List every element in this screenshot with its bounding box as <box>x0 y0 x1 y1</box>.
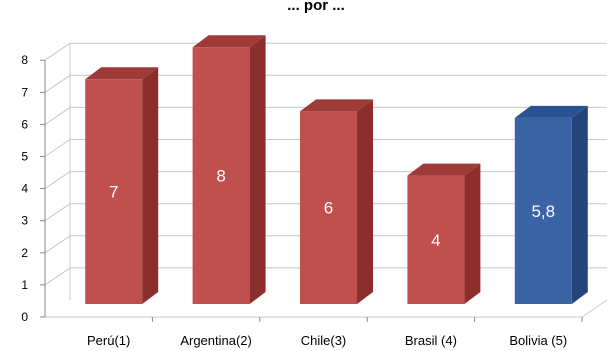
x-tick-label: Chile(3) <box>301 333 347 348</box>
data-label: 8 <box>216 167 225 186</box>
data-label: 4 <box>431 231 440 250</box>
bar-front <box>85 79 143 304</box>
y-tick-label: 5 <box>21 150 28 164</box>
bar-front <box>514 117 572 304</box>
bars <box>85 35 588 305</box>
x-tick-label: Perú(1) <box>87 333 130 348</box>
y-tick-label: 6 <box>21 117 28 131</box>
bar-front <box>300 111 357 305</box>
x-tick-label: Argentina(2) <box>180 333 252 348</box>
data-labels: 7 8 6 4 5,8 <box>109 167 555 250</box>
y-tick-label: 8 <box>21 53 28 67</box>
bar-top <box>192 35 266 48</box>
bar <box>514 105 588 304</box>
data-label: 5,8 <box>531 202 555 221</box>
gridline-side <box>44 42 71 61</box>
bar-top <box>85 67 159 80</box>
bar-side <box>571 105 588 304</box>
bar-top <box>514 105 588 118</box>
y-tick-label: 7 <box>21 85 28 99</box>
x-tick-label: Bolivia (5) <box>509 333 567 348</box>
y-tick-label: 1 <box>21 278 28 292</box>
bar-top <box>300 99 373 112</box>
data-label: 7 <box>109 183 118 202</box>
chart-title: ... por ... <box>287 0 345 14</box>
bar-top <box>407 163 481 176</box>
bar <box>85 67 159 304</box>
data-label: 6 <box>324 199 333 218</box>
gridline-side <box>44 74 71 93</box>
gridline-side <box>44 235 71 254</box>
y-tick-label: 0 <box>21 310 28 324</box>
gridline-side <box>44 267 71 286</box>
bar-side <box>142 67 159 304</box>
y-tick-label: 3 <box>21 214 28 228</box>
x-tick-label: Brasil (4) <box>405 333 457 348</box>
bar <box>407 163 481 304</box>
gridline-side <box>44 106 71 125</box>
gridline-side <box>44 171 71 190</box>
bar-side <box>464 163 481 304</box>
y-tick-label: 4 <box>21 182 28 196</box>
bar-front <box>407 175 465 304</box>
bar <box>300 99 373 305</box>
bar-front <box>192 47 250 304</box>
bar <box>192 35 266 304</box>
y-axis: 0 1 2 3 4 5 6 7 8 <box>21 53 583 324</box>
bar-side <box>249 35 266 304</box>
bar-side <box>357 99 373 305</box>
gridline-side <box>44 203 71 222</box>
y-tick-label: 2 <box>21 246 28 260</box>
gridline-side <box>44 139 71 157</box>
x-axis-labels: Perú(1) Argentina(2) Chile(3) Brasil (4) Bol… <box>87 333 567 348</box>
